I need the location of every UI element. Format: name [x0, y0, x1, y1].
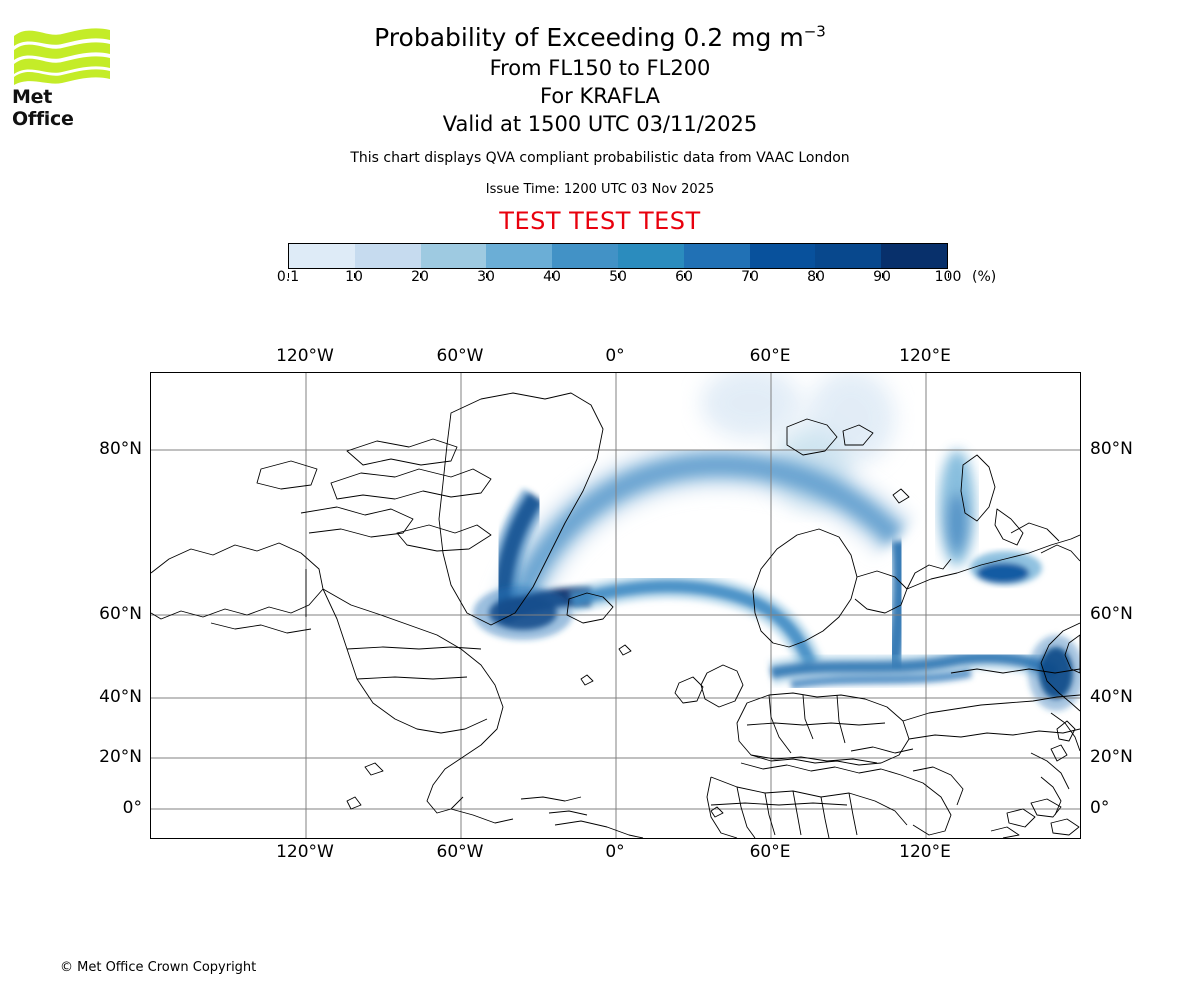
colorbar-tick-label-70: 70: [741, 269, 759, 285]
issue-time-label: Issue Time: 1200 UTC 03 Nov 2025: [485, 182, 715, 197]
title-text: Probability of Exceeding 0.2 mg m: [374, 23, 804, 52]
colorbar-tick-label-100: 100: [934, 269, 962, 285]
ash-plume-layer: [473, 373, 1080, 711]
colorbar-tick-label-20: 20: [411, 269, 429, 285]
lat-label-left-80n: 80°N: [99, 439, 142, 459]
lon-label-bottom-120w: 120°W: [276, 842, 334, 862]
volcano-subtitle: For KRAFLA: [540, 84, 660, 108]
colorbar-segment-1: [354, 244, 421, 268]
colorbar-segment-5: [617, 244, 684, 268]
ash-probability-map[interactable]: [150, 372, 1081, 839]
map-graticule: [151, 373, 1080, 838]
lat-label-left-60n: 60°N: [99, 604, 142, 624]
lon-label-top-120e: 120°E: [899, 346, 951, 366]
colorbar-segment-6: [683, 244, 750, 268]
qva-compliance-note: This chart displays QVA compliant probab…: [350, 150, 850, 166]
colorbar-tick-labels: 0.1 10 20 30 40 50 60 70 80 90 100: [248, 269, 988, 289]
colorbar-segment-4: [552, 244, 618, 268]
lat-label-right-20n: 20°N: [1090, 747, 1133, 767]
colorbar-segment-7: [749, 244, 816, 268]
colorbar-tick-label-10: 10: [345, 269, 363, 285]
met-office-logo: Met Office: [12, 24, 112, 130]
flight-level-subtitle: From FL150 to FL200: [489, 56, 711, 80]
lat-label-right-80n: 80°N: [1090, 439, 1133, 459]
lat-label-left-20n: 20°N: [99, 747, 142, 767]
page-title: Probability of Exceeding 0.2 mg m−3: [0, 22, 1200, 54]
valid-time-subtitle: Valid at 1500 UTC 03/11/2025: [442, 112, 758, 136]
lon-label-top-0: 0°: [605, 346, 625, 366]
coastlines-layer: [151, 392, 1080, 838]
map-canvas: [151, 373, 1080, 838]
lon-label-bottom-120e: 120°E: [899, 842, 951, 862]
colorbar-tick-label-40: 40: [543, 269, 561, 285]
met-office-logo-text: Met Office: [12, 86, 74, 130]
lat-label-right-0: 0°: [1090, 798, 1110, 818]
copyright-notice: © Met Office Crown Copyright: [60, 960, 257, 975]
met-office-wave-mark: [14, 28, 110, 85]
colorbar-tick-label-0.1: 0.1: [276, 269, 300, 285]
colorbar-tick-label-50: 50: [609, 269, 627, 285]
lon-label-bottom-60w: 60°W: [436, 842, 484, 862]
lon-label-bottom-60e: 60°E: [749, 842, 791, 862]
lon-label-bottom-0: 0°: [605, 842, 625, 862]
lat-label-right-60n: 60°N: [1090, 604, 1133, 624]
lon-label-top-60e: 60°E: [749, 346, 791, 366]
chart-header: Probability of Exceeding 0.2 mg m−3 From…: [0, 22, 1200, 236]
title-exponent: −3: [803, 22, 826, 41]
colorbar-segment-2: [420, 244, 487, 268]
colorbar-unit-label: (%): [972, 269, 997, 285]
colorbar-segment-8: [815, 244, 882, 268]
colorbar-tick-label-90: 90: [873, 269, 891, 285]
colorbar-segment-3: [486, 244, 553, 268]
lat-label-left-0: 0°: [122, 798, 142, 818]
lon-label-top-60w: 60°W: [436, 346, 484, 366]
colorbar-tick-label-60: 60: [675, 269, 693, 285]
colorbar-tick-label-80: 80: [807, 269, 825, 285]
colorbar-tick-label-30: 30: [477, 269, 495, 285]
colorbar-segment-0: [289, 244, 355, 268]
colorbar-segment-9: [881, 244, 947, 268]
lat-label-left-40n: 40°N: [99, 687, 142, 707]
lat-label-right-40n: 40°N: [1090, 687, 1133, 707]
test-banner: TEST TEST TEST: [499, 207, 701, 235]
colorbar-gradient: [288, 243, 948, 269]
lon-label-top-120w: 120°W: [276, 346, 334, 366]
probability-colorbar: [288, 243, 948, 269]
